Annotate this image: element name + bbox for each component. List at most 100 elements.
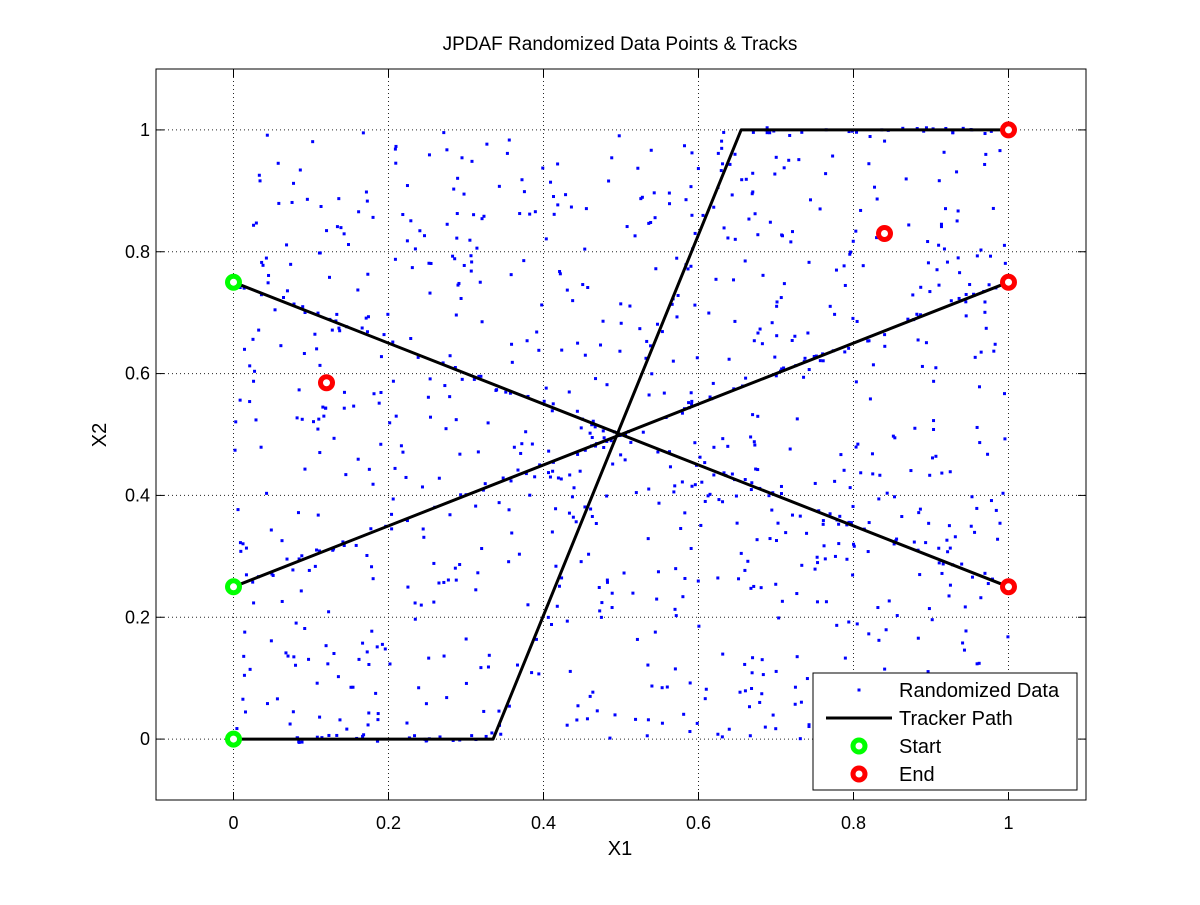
- data-point: [597, 585, 601, 589]
- data-point: [848, 486, 852, 490]
- data-point: [401, 450, 405, 454]
- data-point: [790, 338, 794, 342]
- data-point: [634, 717, 638, 721]
- data-point: [662, 391, 666, 395]
- data-point: [487, 653, 491, 657]
- data-point: [833, 479, 837, 483]
- data-point: [423, 234, 427, 238]
- data-point: [645, 339, 649, 343]
- data-point: [365, 330, 369, 334]
- data-point: [475, 246, 479, 250]
- data-point: [315, 681, 319, 685]
- data-point: [650, 684, 654, 688]
- data-point: [960, 562, 964, 566]
- data-point: [689, 185, 693, 189]
- data-point: [623, 458, 627, 462]
- data-point: [330, 328, 334, 332]
- data-point: [628, 304, 632, 308]
- data-point: [420, 485, 424, 489]
- data-point: [1001, 491, 1005, 495]
- data-point: [931, 456, 935, 460]
- data-point: [699, 523, 703, 527]
- data-point: [751, 190, 755, 194]
- data-point: [937, 243, 941, 247]
- data-point: [335, 312, 339, 316]
- data-point: [560, 348, 564, 352]
- data-point: [667, 450, 671, 454]
- data-point: [743, 478, 747, 482]
- data-point: [462, 192, 466, 196]
- data-point: [722, 471, 726, 475]
- data-point: [964, 300, 968, 304]
- data-point: [835, 623, 839, 627]
- data-point: [647, 221, 651, 225]
- data-point: [305, 197, 309, 201]
- data-point: [776, 521, 780, 525]
- data-point: [583, 353, 587, 357]
- data-point: [321, 405, 325, 409]
- data-point: [445, 222, 449, 226]
- data-point: [851, 504, 855, 508]
- data-point: [490, 731, 494, 735]
- data-point: [242, 347, 246, 351]
- data-point: [413, 617, 417, 621]
- data-point: [554, 564, 558, 568]
- data-point: [750, 671, 754, 675]
- data-point: [571, 515, 575, 519]
- data-point: [756, 414, 760, 418]
- data-point: [454, 578, 458, 582]
- data-point: [427, 261, 431, 265]
- data-point: [480, 547, 484, 551]
- data-point: [579, 426, 583, 430]
- data-point: [893, 495, 897, 499]
- data-point: [839, 453, 843, 457]
- x-tick-label: 0: [228, 813, 238, 833]
- data-point: [847, 520, 851, 524]
- data-point: [370, 629, 374, 633]
- data-point: [673, 667, 677, 671]
- data-point: [706, 494, 710, 498]
- data-point: [656, 570, 660, 574]
- data-point: [584, 207, 588, 211]
- data-point: [576, 341, 580, 345]
- data-point: [432, 561, 436, 565]
- data-point: [266, 281, 270, 285]
- data-point: [926, 670, 930, 674]
- data-point: [556, 203, 560, 207]
- data-point: [979, 248, 983, 252]
- data-point: [752, 584, 756, 588]
- data-point: [782, 366, 786, 370]
- data-point: [790, 513, 794, 517]
- data-point: [252, 601, 256, 605]
- data-point: [379, 390, 383, 394]
- data-point: [560, 576, 564, 580]
- data-point: [805, 677, 809, 681]
- x-tick-label: 1: [1003, 813, 1013, 833]
- data-point: [486, 421, 490, 425]
- start-end-markers: [225, 121, 1017, 748]
- data-point: [505, 151, 509, 155]
- data-point: [939, 222, 943, 226]
- data-point: [828, 512, 832, 516]
- data-point: [319, 204, 323, 208]
- data-point: [579, 560, 583, 564]
- data-point: [267, 273, 271, 277]
- data-point: [342, 232, 346, 236]
- data-point: [983, 310, 987, 314]
- data-point: [930, 618, 934, 622]
- data-point: [356, 457, 360, 461]
- data-point: [774, 669, 778, 673]
- data-point: [697, 624, 701, 628]
- data-point: [297, 388, 301, 392]
- data-point: [315, 735, 319, 739]
- data-point: [405, 239, 409, 243]
- data-point: [303, 311, 307, 315]
- data-point: [777, 616, 781, 620]
- data-point: [1003, 261, 1007, 265]
- data-point: [842, 264, 846, 268]
- data-point: [893, 436, 897, 440]
- data-point: [327, 610, 331, 614]
- data-point: [554, 507, 558, 511]
- data-point: [441, 361, 445, 365]
- data-point: [622, 571, 626, 575]
